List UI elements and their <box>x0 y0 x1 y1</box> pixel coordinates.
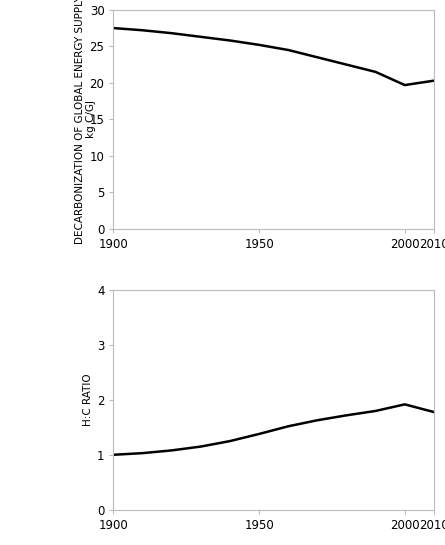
Y-axis label: DECARBONIZATION OF GLOBAL ENERGY SUPPLY
kg C/GJ: DECARBONIZATION OF GLOBAL ENERGY SUPPLY … <box>75 0 96 244</box>
Y-axis label: H:C RATIO: H:C RATIO <box>83 374 93 426</box>
